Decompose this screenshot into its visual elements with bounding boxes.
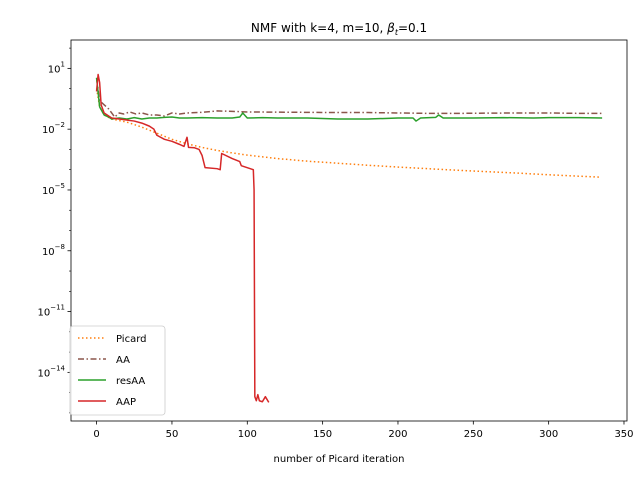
legend-box bbox=[69, 325, 166, 416]
x-tick-label: 250 bbox=[464, 429, 483, 440]
title-suffix: =0.1 bbox=[398, 21, 427, 35]
series-line-picard bbox=[95, 88, 602, 178]
legend-label-picard: Picard bbox=[116, 334, 147, 345]
x-axis-label: number of Picard iteration bbox=[274, 454, 405, 465]
series-layer bbox=[95, 73, 603, 403]
series-line-resaa bbox=[95, 77, 603, 122]
x-tick-label: 350 bbox=[614, 429, 633, 440]
title-beta-subscript: t bbox=[395, 28, 399, 37]
x-tick-label: 300 bbox=[539, 429, 558, 440]
y-tick-label: 10−11 bbox=[37, 304, 65, 319]
legend: Picard AA resAA AAP bbox=[69, 325, 166, 416]
chart-title: NMF with k=4, m=10, βt=0.1 bbox=[251, 21, 427, 37]
x-tick-label: 150 bbox=[313, 429, 332, 440]
y-tick-label: 10−8 bbox=[42, 243, 65, 258]
legend-entries: Picard AA resAA AAP bbox=[78, 334, 147, 408]
y-tick-label: 101 bbox=[48, 60, 65, 75]
legend-label-resaa: resAA bbox=[116, 376, 145, 387]
x-tick-label: 50 bbox=[166, 429, 179, 440]
x-tick-label: 0 bbox=[93, 429, 99, 440]
x-axis: 0 50 100 150 200 250 300 350 bbox=[93, 421, 634, 440]
x-tick-label: 100 bbox=[238, 429, 257, 440]
title-beta: β bbox=[386, 21, 395, 35]
series-line-aa bbox=[95, 78, 602, 118]
x-tick-label: 200 bbox=[388, 429, 407, 440]
y-tick-label: 10−14 bbox=[37, 364, 65, 379]
y-tick-label: 10−5 bbox=[42, 182, 65, 197]
y-axis: 101 10−2 10−5 10−8 10−11 10−14 bbox=[37, 47, 71, 414]
y-tick-label: 10−2 bbox=[42, 121, 65, 136]
legend-label-aa: AA bbox=[116, 355, 130, 366]
series-line-aap bbox=[95, 73, 270, 403]
legend-label-aap: AAP bbox=[116, 397, 136, 408]
